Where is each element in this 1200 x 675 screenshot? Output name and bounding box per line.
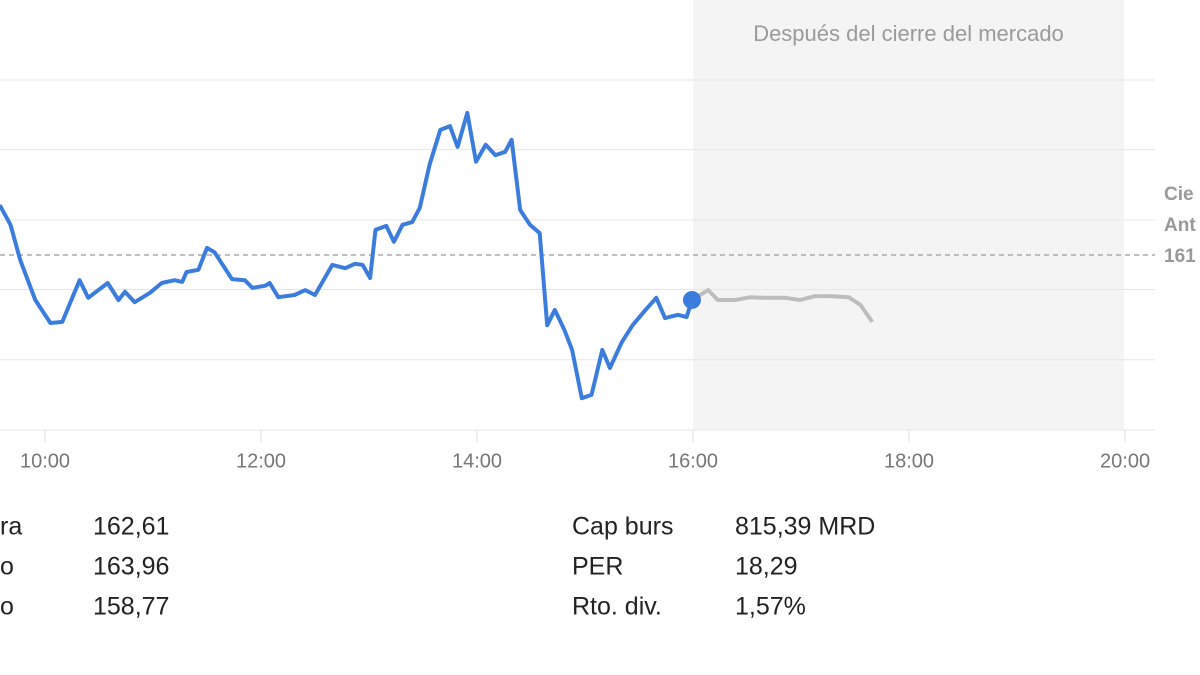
- x-tick-label: 10:00: [20, 450, 70, 472]
- previous-close-label: 161: [1164, 246, 1196, 267]
- price-line: [690, 288, 874, 324]
- x-tick-label: 14:00: [452, 450, 502, 472]
- stat-label: Cap burs: [572, 513, 673, 541]
- stat-label: o: [0, 593, 14, 621]
- stat-value: 162,61: [93, 513, 169, 541]
- stat-value: 815,39 MRD: [735, 513, 875, 541]
- after-hours-label: Después del cierre del mercado: [753, 21, 1064, 46]
- stat-value: 158,77: [93, 593, 169, 621]
- previous-close-label: Ant: [1164, 215, 1196, 236]
- stat-value: 18,29: [735, 553, 798, 581]
- stat-label: PER: [572, 553, 623, 581]
- stat-value: 163,96: [93, 553, 169, 581]
- stat-label: Rto. div.: [572, 593, 662, 621]
- x-tick-label: 12:00: [236, 450, 286, 472]
- stat-label: o: [0, 553, 14, 581]
- after-hours-region: [693, 0, 1124, 430]
- stat-value: 1,57%: [735, 593, 806, 621]
- previous-close-label: Cie: [1164, 184, 1194, 205]
- x-tick-label: 18:00: [884, 450, 934, 472]
- close-marker: [682, 290, 701, 309]
- price-line: [0, 110, 694, 401]
- x-tick-label: 20:00: [1100, 450, 1150, 472]
- stat-label: ra: [0, 513, 22, 541]
- x-tick-label: 16:00: [668, 450, 718, 472]
